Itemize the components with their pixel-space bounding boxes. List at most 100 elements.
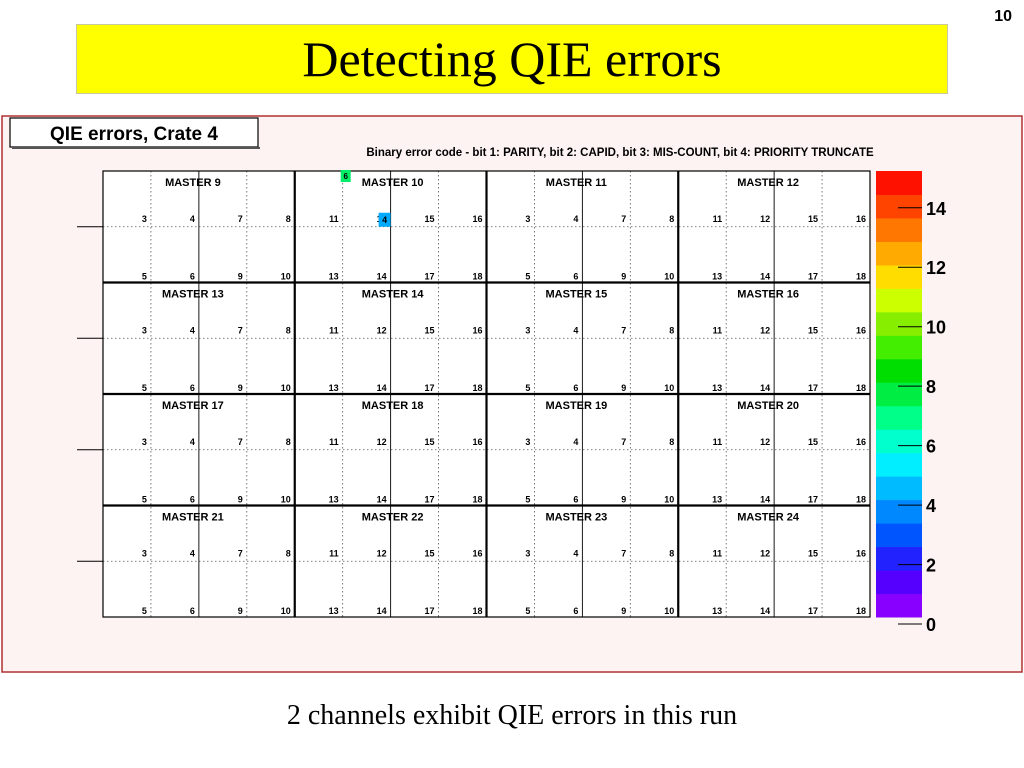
slot-label-bottom: 17 xyxy=(808,606,818,616)
slot-label-top: 11 xyxy=(713,548,723,558)
slot-label-bottom: 10 xyxy=(664,383,674,393)
slot-label-top: 8 xyxy=(286,437,291,447)
slot-label-top: 15 xyxy=(425,325,435,335)
slot-label-top: 8 xyxy=(286,548,291,558)
error-cell xyxy=(378,212,391,227)
slot-label-bottom: 10 xyxy=(281,606,291,616)
slot-label-top: 7 xyxy=(238,214,243,224)
slot-label-bottom: 6 xyxy=(573,606,578,616)
colorscale-tick-label: 4 xyxy=(926,496,936,516)
slot-label-top: 12 xyxy=(760,214,770,224)
slot-label-bottom: 13 xyxy=(712,272,722,282)
slot-label-bottom: 9 xyxy=(621,272,626,282)
colorscale-band xyxy=(876,593,922,618)
colorscale-band xyxy=(876,570,922,595)
slot-label-bottom: 14 xyxy=(760,606,770,616)
slide-number: 10 xyxy=(994,8,1012,25)
slot-label-top: 7 xyxy=(238,325,243,335)
slot-label-bottom: 13 xyxy=(329,495,339,505)
master-label: MASTER 22 xyxy=(362,512,424,524)
slot-label-top: 4 xyxy=(573,214,578,224)
slot-label-top: 15 xyxy=(808,325,818,335)
master-label: MASTER 23 xyxy=(546,512,608,524)
slot-label-top: 16 xyxy=(472,548,482,558)
colorscale-band xyxy=(876,288,922,313)
colorscale-band xyxy=(876,476,922,501)
slot-label-top: 12 xyxy=(760,437,770,447)
slot-label-top: 8 xyxy=(669,437,674,447)
slot-label-bottom: 10 xyxy=(664,272,674,282)
colorscale-tick-label: 8 xyxy=(926,377,936,397)
colorscale-band xyxy=(876,382,922,407)
error-cell-label: 6 xyxy=(343,172,348,181)
colorscale-band xyxy=(876,358,922,383)
slot-label-bottom: 9 xyxy=(238,383,243,393)
slot-label-bottom: 5 xyxy=(525,272,530,282)
slot-label-bottom: 9 xyxy=(238,606,243,616)
colorscale-band xyxy=(876,217,922,242)
slot-label-top: 3 xyxy=(142,214,147,224)
slot-label-bottom: 6 xyxy=(190,383,195,393)
colorscale-tick-label: 12 xyxy=(926,258,946,278)
colorscale-band xyxy=(876,429,922,454)
slot-label-top: 15 xyxy=(808,437,818,447)
slot-label-bottom: 17 xyxy=(425,606,435,616)
slot-label-bottom: 13 xyxy=(329,606,339,616)
slot-label-top: 4 xyxy=(573,437,578,447)
master-label: MASTER 12 xyxy=(737,177,799,189)
slot-label-top: 4 xyxy=(190,325,195,335)
slot-label-top: 3 xyxy=(142,548,147,558)
slot-label-top: 4 xyxy=(190,437,195,447)
slot-label-top: 11 xyxy=(713,214,723,224)
slot-label-bottom: 17 xyxy=(425,272,435,282)
slot-label-bottom: 5 xyxy=(142,272,147,282)
slot-label-bottom: 13 xyxy=(712,383,722,393)
slot-label-top: 15 xyxy=(425,548,435,558)
colorscale-tick-label: 10 xyxy=(926,318,946,338)
colorscale-band xyxy=(876,264,922,289)
slot-label-top: 7 xyxy=(238,548,243,558)
plot-frame xyxy=(102,170,871,618)
slot-label-top: 8 xyxy=(669,214,674,224)
colorscale-band xyxy=(876,194,922,219)
slot-label-top: 16 xyxy=(472,214,482,224)
slot-label-bottom: 5 xyxy=(142,495,147,505)
slot-label-top: 12 xyxy=(760,325,770,335)
slot-label-bottom: 14 xyxy=(760,272,770,282)
error-cell-label: 4 xyxy=(382,215,387,225)
slot-label-bottom: 6 xyxy=(573,272,578,282)
colorscale-tick-label: 6 xyxy=(926,437,936,457)
slot-label-top: 16 xyxy=(856,548,866,558)
colorscale-band xyxy=(876,546,922,571)
slot-label-bottom: 18 xyxy=(472,383,482,393)
slot-label-bottom: 17 xyxy=(425,383,435,393)
colorscale-tick-label: 2 xyxy=(926,556,936,576)
slot-label-top: 16 xyxy=(856,214,866,224)
slot-label-bottom: 13 xyxy=(712,495,722,505)
slot-label-bottom: 13 xyxy=(329,272,339,282)
slot-label-top: 3 xyxy=(142,437,147,447)
slot-label-top: 16 xyxy=(856,437,866,447)
chart-subtitle: Binary error code - bit 1: PARITY, bit 2… xyxy=(366,147,874,159)
master-label: MASTER 19 xyxy=(546,400,608,412)
colorscale-band xyxy=(876,523,922,548)
slot-label-top: 3 xyxy=(525,214,530,224)
qie-error-chart: QIE errors, Crate 4 Binary error code - … xyxy=(1,115,1023,673)
slot-label-bottom: 17 xyxy=(808,495,818,505)
slot-label-bottom: 9 xyxy=(621,495,626,505)
slot-label-top: 11 xyxy=(329,325,339,335)
slot-label-bottom: 18 xyxy=(856,383,866,393)
slot-label-bottom: 6 xyxy=(573,383,578,393)
slot-label-top: 8 xyxy=(286,325,291,335)
colorscale-band xyxy=(876,499,922,524)
slot-label-bottom: 5 xyxy=(142,383,147,393)
slot-label-bottom: 9 xyxy=(621,606,626,616)
slot-label-bottom: 17 xyxy=(425,495,435,505)
slot-label-bottom: 14 xyxy=(760,383,770,393)
colorscale-band xyxy=(876,171,922,195)
slot-label-top: 4 xyxy=(190,214,195,224)
slot-label-top: 3 xyxy=(525,437,530,447)
slot-label-top: 12 xyxy=(377,548,387,558)
error-cell xyxy=(340,170,351,182)
master-label: MASTER 11 xyxy=(546,177,607,189)
